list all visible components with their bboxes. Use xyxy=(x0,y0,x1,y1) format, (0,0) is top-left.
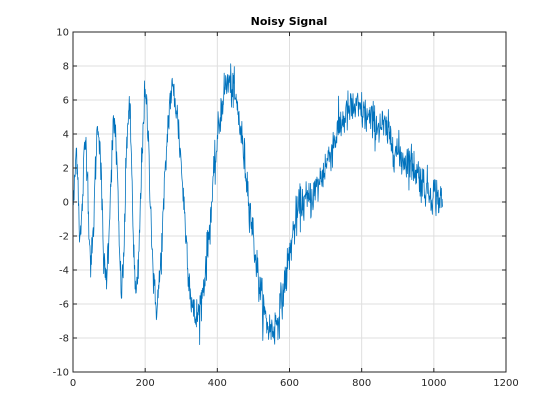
y-tick-label: 0 xyxy=(63,198,69,209)
x-tick-label: 1200 xyxy=(493,378,518,389)
y-tick-label: -2 xyxy=(59,232,69,243)
ticks xyxy=(72,31,507,373)
x-tick-label: 600 xyxy=(280,378,299,389)
x-tick-label: 200 xyxy=(136,378,155,389)
chart-title: Noisy Signal xyxy=(251,15,328,28)
series-group xyxy=(72,63,443,345)
y-tick-label: -10 xyxy=(53,368,69,379)
y-tick-label: 10 xyxy=(56,28,69,39)
y-tick-label: -6 xyxy=(59,300,69,311)
y-tick-label: 6 xyxy=(63,96,69,107)
x-tick-label: 0 xyxy=(70,378,76,389)
grid xyxy=(72,31,507,373)
y-tick-label: -8 xyxy=(59,334,69,345)
y-tick-label: -4 xyxy=(59,266,69,277)
y-tick-labels: -10 -8 -6 -4 -2 0 2 4 6 8 10 xyxy=(53,28,69,379)
y-tick-label: 4 xyxy=(63,130,69,141)
x-tick-labels: 0 200 400 600 800 1000 1200 xyxy=(70,378,519,389)
x-tick-label: 1000 xyxy=(421,378,446,389)
x-tick-label: 400 xyxy=(208,378,227,389)
y-tick-label: 2 xyxy=(63,164,69,175)
y-tick-label: 8 xyxy=(63,62,69,73)
x-tick-label: 800 xyxy=(352,378,371,389)
signal-line xyxy=(72,63,443,345)
